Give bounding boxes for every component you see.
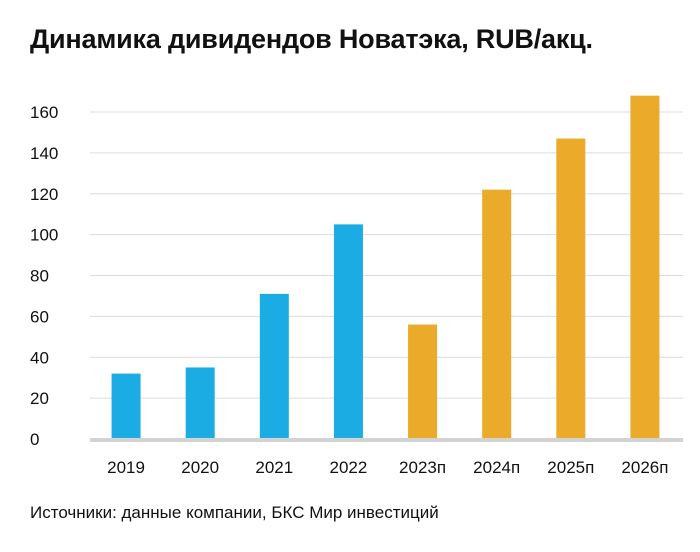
- x-tick-label: 2021: [255, 458, 293, 477]
- y-tick-label: 20: [30, 389, 49, 408]
- bar-2026п: [630, 95, 660, 440]
- y-tick-label: 120: [30, 185, 58, 204]
- x-tick-label: 2020: [181, 458, 219, 477]
- bar-2024п: [482, 189, 512, 439]
- bar-2022: [333, 224, 363, 439]
- y-tick-label: 140: [30, 144, 58, 163]
- x-tick-label: 2024п: [473, 458, 520, 477]
- y-tick-label: 100: [30, 226, 58, 245]
- bar-2023п: [408, 324, 438, 439]
- x-tick-label: 2026п: [621, 458, 668, 477]
- bar-2020: [185, 367, 215, 439]
- y-tick-label: 160: [30, 103, 58, 122]
- x-tick-label: 2025п: [547, 458, 594, 477]
- y-tick-label: 60: [30, 307, 49, 326]
- y-tick-label: 40: [30, 348, 49, 367]
- chart-title: Динамика дивидендов Новатэка, RUB/акц.: [30, 24, 593, 54]
- x-tick-label: 2022: [330, 458, 368, 477]
- source-note: Источники: данные компании, БКС Мир инве…: [30, 503, 439, 522]
- y-tick-label: 80: [30, 267, 49, 286]
- bar-2019: [111, 373, 141, 439]
- x-tick-label: 2023п: [399, 458, 446, 477]
- y-tick-label: 0: [30, 430, 39, 449]
- bar-2021: [259, 293, 289, 439]
- bar-2025п: [556, 138, 586, 439]
- x-tick-label: 2019: [107, 458, 145, 477]
